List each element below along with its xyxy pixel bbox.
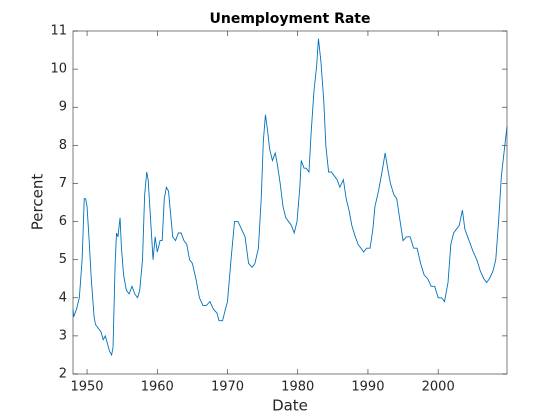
x-axis-label: Date: [272, 397, 308, 415]
plot-area: [72, 30, 508, 375]
y-axis-label: Percent: [29, 174, 47, 231]
line-series: [72, 38, 508, 357]
y-tick-label: 10: [50, 62, 67, 77]
x-tick-label: 1970: [211, 380, 244, 395]
y-tick-label: 8: [59, 138, 67, 153]
x-tick-label: 1980: [281, 380, 314, 395]
y-tick-label: 6: [59, 214, 67, 229]
y-tick-label: 2: [59, 367, 67, 382]
chart-title: Unemployment Rate: [209, 11, 370, 27]
x-tick-label: 2000: [422, 380, 455, 395]
y-tick-label: 4: [59, 290, 67, 305]
x-tick-label: 1990: [351, 380, 384, 395]
y-tick-label: 9: [59, 100, 67, 115]
y-tick-label: 3: [59, 328, 67, 343]
x-tick-label: 1960: [141, 380, 174, 395]
x-tick-label: 1950: [70, 380, 103, 395]
y-tick-label: 11: [50, 24, 67, 39]
y-tick-label: 5: [59, 252, 67, 267]
y-tick-label: 7: [59, 176, 67, 191]
